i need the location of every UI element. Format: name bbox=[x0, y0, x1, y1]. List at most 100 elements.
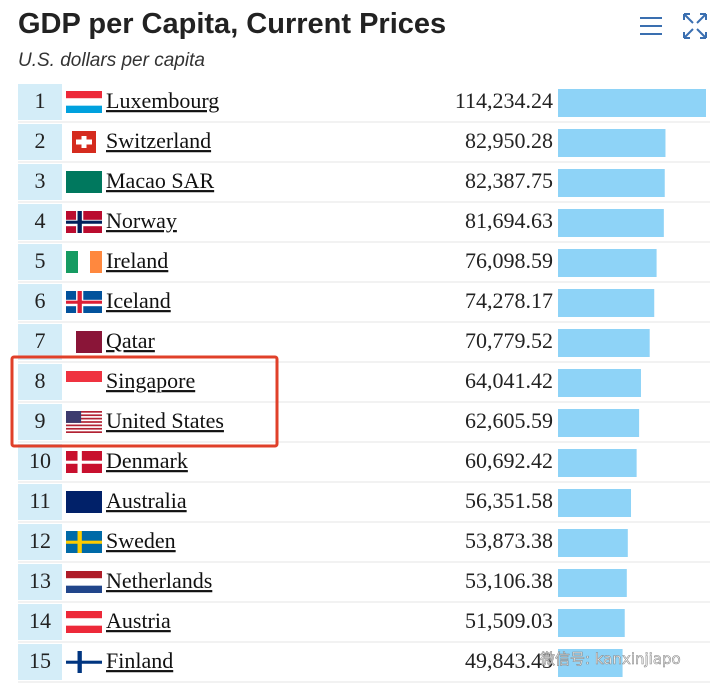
flag-part bbox=[76, 331, 102, 353]
value: 114,234.24 bbox=[455, 88, 553, 113]
rank-cell bbox=[18, 324, 62, 360]
flag bbox=[66, 571, 102, 593]
country-link[interactable]: Iceland bbox=[106, 288, 171, 313]
flag bbox=[66, 531, 102, 553]
bar bbox=[558, 569, 627, 597]
bar bbox=[558, 369, 641, 397]
flag-part bbox=[66, 251, 78, 273]
bar bbox=[558, 129, 666, 157]
rank: 9 bbox=[35, 408, 46, 433]
highlight-box bbox=[10, 355, 279, 448]
value: 53,106.38 bbox=[465, 568, 553, 593]
rank-cell bbox=[18, 604, 62, 640]
flag-part bbox=[66, 540, 102, 544]
bar bbox=[558, 89, 706, 117]
value: 56,351.58 bbox=[465, 488, 553, 513]
country-link[interactable]: Sweden bbox=[106, 528, 176, 553]
flag-part bbox=[66, 300, 102, 304]
country-link[interactable]: Switzerland bbox=[106, 128, 211, 153]
country-link[interactable]: Norway bbox=[106, 208, 177, 233]
value: 62,605.59 bbox=[465, 408, 553, 433]
country-link[interactable]: Ireland bbox=[106, 248, 168, 273]
flag bbox=[66, 211, 102, 233]
rank: 14 bbox=[29, 608, 51, 633]
country-link[interactable]: Singapore bbox=[106, 368, 195, 393]
value: 53,873.38 bbox=[465, 528, 553, 553]
flag-part bbox=[66, 98, 102, 106]
rank: 12 bbox=[29, 528, 51, 553]
value: 82,950.28 bbox=[465, 128, 553, 153]
flag-part bbox=[66, 171, 102, 193]
value: 74,278.17 bbox=[465, 288, 553, 313]
flag-part bbox=[90, 251, 102, 273]
country-link[interactable]: Austria bbox=[106, 608, 171, 633]
rank-cell bbox=[18, 524, 62, 560]
flag-part bbox=[66, 491, 102, 513]
rank: 2 bbox=[35, 128, 46, 153]
country-link[interactable]: Australia bbox=[106, 488, 187, 513]
bar bbox=[558, 169, 665, 197]
bar bbox=[558, 409, 640, 437]
rank-cell bbox=[18, 124, 62, 160]
flag-part bbox=[76, 139, 92, 145]
rank: 1 bbox=[35, 88, 46, 113]
country-link[interactable]: Qatar bbox=[106, 328, 156, 353]
rank-cell bbox=[18, 404, 62, 440]
country-link[interactable]: Macao SAR bbox=[106, 168, 214, 193]
flag bbox=[66, 291, 102, 313]
rank: 11 bbox=[29, 488, 50, 513]
flag-part bbox=[66, 660, 102, 664]
rank: 4 bbox=[35, 208, 46, 233]
value: 49,843.43 bbox=[465, 648, 553, 673]
rank-cell bbox=[18, 284, 62, 320]
bar bbox=[558, 209, 664, 237]
bar bbox=[558, 449, 637, 477]
flag bbox=[66, 91, 102, 113]
rank: 13 bbox=[29, 568, 51, 593]
rank: 7 bbox=[35, 328, 46, 353]
country-link[interactable]: Finland bbox=[106, 648, 173, 673]
flag-part bbox=[66, 417, 102, 420]
flag-part bbox=[66, 431, 102, 433]
flag-part bbox=[66, 424, 102, 427]
country-link[interactable]: Luxembourg bbox=[106, 88, 219, 113]
rank: 10 bbox=[29, 448, 51, 473]
flag bbox=[66, 411, 102, 433]
flag bbox=[66, 651, 102, 673]
rank: 5 bbox=[35, 248, 46, 273]
flag bbox=[66, 611, 102, 633]
value: 64,041.42 bbox=[465, 368, 553, 393]
value: 70,779.52 bbox=[465, 328, 553, 353]
flag-part bbox=[66, 411, 102, 413]
bar bbox=[558, 609, 625, 637]
value: 60,692.42 bbox=[465, 448, 553, 473]
flag-part bbox=[66, 411, 82, 423]
value: 82,387.75 bbox=[465, 168, 553, 193]
rank-cell bbox=[18, 204, 62, 240]
title: GDP per Capita, Current Prices bbox=[18, 8, 446, 40]
menu-icon[interactable] bbox=[640, 17, 662, 35]
rank-cell bbox=[18, 84, 62, 120]
country-link[interactable]: United States bbox=[106, 408, 224, 433]
rank-cell bbox=[18, 244, 62, 280]
flag bbox=[76, 331, 102, 353]
expand-icon[interactable] bbox=[683, 13, 707, 39]
flag-part bbox=[66, 414, 102, 417]
flag-part bbox=[66, 571, 102, 579]
flag-part bbox=[66, 91, 102, 99]
flag-part bbox=[66, 105, 102, 113]
flag-part bbox=[66, 382, 102, 393]
flag-part bbox=[66, 611, 102, 619]
flag-part bbox=[66, 427, 102, 430]
flag bbox=[66, 491, 102, 513]
flag bbox=[72, 131, 96, 153]
bar bbox=[558, 649, 623, 677]
value: 81,694.63 bbox=[465, 208, 553, 233]
flag-part bbox=[66, 585, 102, 593]
flag bbox=[66, 251, 102, 273]
flag bbox=[66, 371, 102, 393]
country-link[interactable]: Denmark bbox=[106, 448, 188, 473]
rank: 3 bbox=[35, 168, 46, 193]
value: 51,509.03 bbox=[465, 608, 553, 633]
country-link[interactable]: Netherlands bbox=[106, 568, 212, 593]
